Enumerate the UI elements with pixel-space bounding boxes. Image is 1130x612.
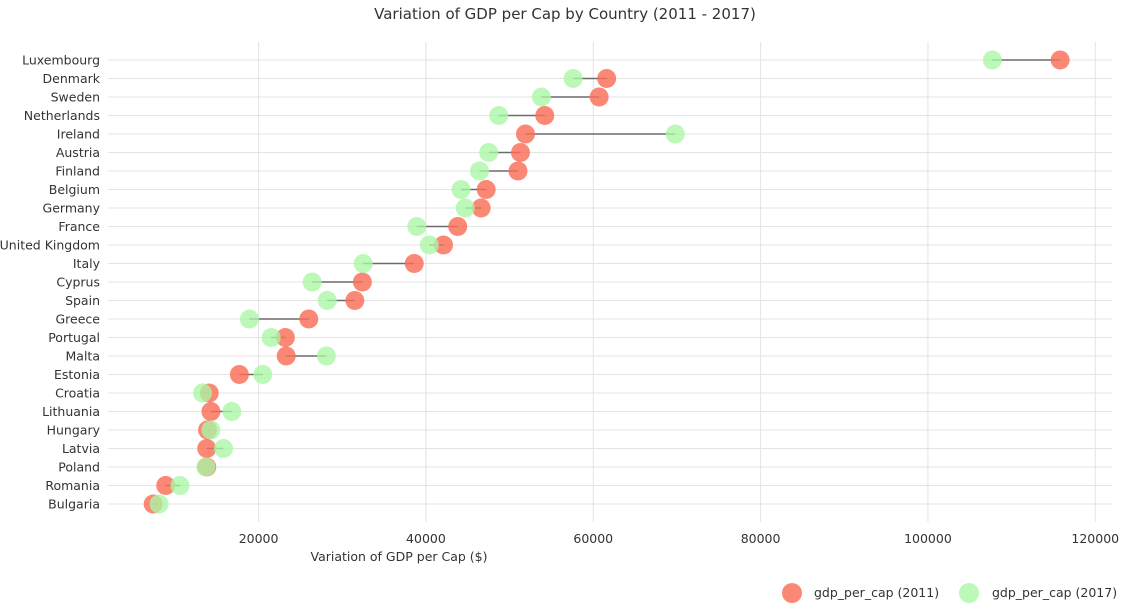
point-2011 [1050,50,1070,70]
point-2011 [434,235,454,255]
legend-label-2017: gdp_per_cap (2017) [992,585,1117,600]
point-2017 [451,180,471,199]
point-2017 [149,494,169,514]
point-2011 [597,69,617,88]
point-2011 [345,291,365,310]
series-2017-points [149,50,1002,514]
y-axis-tick-labels: Luxembourg Denmark Sweden Netherlands Irelan… [0,53,101,512]
point-2017 [479,143,499,162]
y-tick-label: Germany [43,201,101,216]
point-2011 [448,217,468,236]
point-2011 [275,328,295,347]
legend-label-2011: gdp_per_cap (2011) [814,585,939,600]
point-2011 [476,180,496,199]
point-2017 [239,309,259,329]
point-2017 [222,402,242,421]
point-2017 [170,476,190,495]
point-2017 [407,217,427,236]
point-2017 [201,420,221,440]
point-2011 [589,87,609,107]
y-tick-label: Finland [55,164,100,179]
point-2017 [193,383,213,403]
y-tick-label: France [58,219,100,234]
point-2011 [404,254,424,273]
x-tick-label: 100000 [904,531,952,546]
y-tick-label: Hungary [47,423,101,438]
point-2011 [471,198,491,218]
y-tick-label: Netherlands [24,108,100,123]
legend-marker-2017 [959,583,979,603]
y-tick-label: Ireland [57,127,100,142]
y-tick-label: Bulgaria [48,497,100,512]
point-2017 [419,235,439,255]
y-tick-label: Poland [58,460,100,475]
point-2011 [352,272,372,292]
y-tick-label: Romania [45,478,100,493]
y-tick-label: Sweden [51,90,100,105]
x-tick-label: 60000 [573,531,613,546]
point-2011 [197,439,217,458]
point-2017 [196,457,216,477]
y-tick-label: Austria [56,145,100,160]
point-2011 [508,161,528,181]
point-2011 [515,124,535,144]
x-axis-label: Variation of GDP per Cap ($) [310,549,487,564]
series-2011-points [143,50,1070,514]
point-2017 [253,365,273,384]
point-2017 [455,198,475,218]
point-2017 [469,161,489,181]
y-tick-label: Spain [65,293,100,308]
point-2017 [353,254,373,273]
y-tick-label: Malta [66,349,100,364]
y-tick-label: Denmark [43,71,101,86]
y-tick-label: Cyprus [56,275,100,290]
chart-title: Variation of GDP per Cap by Country (201… [374,5,756,23]
y-tick-label: Greece [56,312,101,327]
y-tick-label: Belgium [49,182,100,197]
point-2011 [299,309,319,329]
x-tick-label: 20000 [239,531,279,546]
point-2011 [156,476,176,495]
point-2017 [982,50,1002,70]
point-2017 [316,346,336,366]
x-tick-label: 80000 [741,531,781,546]
y-tick-label: United Kingdom [0,238,100,253]
point-2011 [229,365,249,384]
y-tick-label: Luxembourg [22,53,100,68]
point-2011 [535,106,555,125]
point-2017 [563,69,583,88]
point-2011 [276,346,296,366]
point-2011 [201,402,221,421]
x-axis-tick-labels: 20000 40000 60000 80000 100000 120000 [239,531,1119,546]
legend-marker-2011 [782,583,802,603]
y-tick-label: Estonia [54,367,100,382]
y-tick-label: Croatia [55,386,100,401]
point-2017 [213,439,233,458]
x-tick-label: 120000 [1071,531,1119,546]
y-tick-label: Portugal [48,330,100,345]
point-2017 [261,328,281,347]
point-2011 [510,143,530,162]
x-tick-label: 40000 [406,531,446,546]
point-2017 [317,291,337,310]
y-tick-label: Latvia [62,441,100,456]
y-tick-label: Italy [73,256,101,271]
point-2017 [489,106,509,125]
y-tick-label: Lithuania [42,404,100,419]
point-2017 [531,87,551,107]
point-2017 [302,272,322,292]
legend: gdp_per_cap (2011) gdp_per_cap (2017) [782,583,1117,603]
grid [108,42,1112,522]
point-2017 [665,124,685,144]
